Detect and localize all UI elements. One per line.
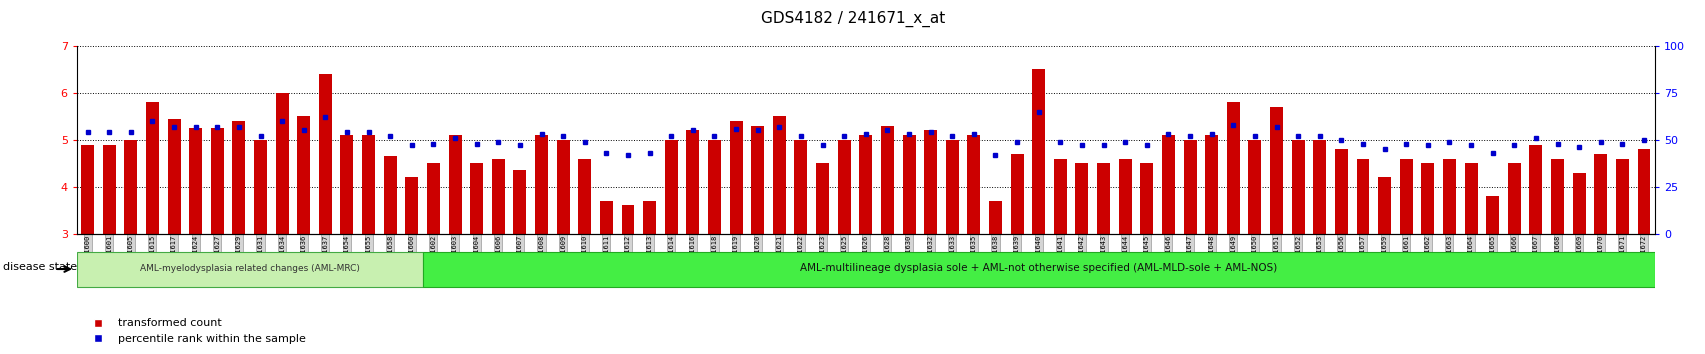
Bar: [600, 201, 612, 354]
Bar: [1054, 159, 1066, 354]
Bar: [82, 144, 94, 354]
Bar: [1615, 159, 1628, 354]
Bar: [341, 135, 353, 354]
Bar: [361, 135, 375, 354]
Bar: [1507, 163, 1519, 354]
Legend: transformed count, percentile rank within the sample: transformed count, percentile rank withi…: [82, 314, 310, 348]
Bar: [1009, 154, 1023, 354]
Bar: [1204, 135, 1217, 354]
Bar: [1139, 163, 1153, 354]
Bar: [423, 251, 1654, 287]
Bar: [556, 140, 569, 354]
Bar: [1594, 154, 1606, 354]
Bar: [1420, 163, 1434, 354]
Bar: [406, 177, 418, 354]
Text: disease state: disease state: [3, 262, 77, 272]
Bar: [578, 159, 592, 354]
Bar: [708, 140, 721, 354]
Bar: [297, 116, 310, 354]
Bar: [1096, 163, 1110, 354]
Bar: [730, 121, 742, 354]
Bar: [1398, 159, 1412, 354]
Bar: [837, 140, 851, 354]
Text: AML-multilineage dysplasia sole + AML-not otherwise specified (AML-MLD-sole + AM: AML-multilineage dysplasia sole + AML-no…: [800, 263, 1277, 273]
Bar: [1291, 140, 1304, 354]
Bar: [989, 201, 1001, 354]
Bar: [1183, 140, 1195, 354]
Bar: [211, 128, 223, 354]
Bar: [513, 170, 527, 354]
Bar: [1572, 173, 1584, 354]
Bar: [232, 121, 246, 354]
Text: AML-myelodysplasia related changes (AML-MRC): AML-myelodysplasia related changes (AML-…: [140, 264, 360, 273]
Bar: [1248, 140, 1260, 354]
Bar: [535, 135, 547, 354]
Bar: [924, 130, 936, 354]
Bar: [1378, 177, 1390, 354]
Bar: [1550, 159, 1563, 354]
Bar: [945, 140, 958, 354]
Bar: [1032, 69, 1045, 354]
Bar: [1355, 159, 1369, 354]
Bar: [254, 140, 268, 354]
Bar: [1313, 140, 1325, 354]
Bar: [621, 205, 634, 354]
Bar: [384, 156, 397, 354]
Bar: [1118, 159, 1130, 354]
Bar: [1463, 163, 1477, 354]
Bar: [967, 135, 980, 354]
Bar: [685, 130, 699, 354]
Bar: [815, 163, 829, 354]
Bar: [795, 140, 806, 354]
Bar: [1333, 149, 1347, 354]
Bar: [665, 140, 677, 354]
Bar: [859, 135, 871, 354]
Bar: [1161, 135, 1175, 354]
Bar: [124, 140, 136, 354]
Bar: [772, 116, 786, 354]
Bar: [880, 126, 893, 354]
Bar: [448, 135, 462, 354]
Bar: [167, 119, 181, 354]
Bar: [102, 144, 116, 354]
Bar: [77, 251, 423, 287]
Bar: [426, 163, 440, 354]
Bar: [1485, 196, 1499, 354]
Bar: [1269, 107, 1282, 354]
Bar: [471, 163, 483, 354]
Bar: [750, 126, 764, 354]
Bar: [1637, 149, 1649, 354]
Bar: [902, 135, 916, 354]
Bar: [1074, 163, 1088, 354]
Bar: [491, 159, 505, 354]
Bar: [1226, 102, 1240, 354]
Text: GDS4182 / 241671_x_at: GDS4182 / 241671_x_at: [760, 11, 945, 27]
Bar: [1442, 159, 1454, 354]
Bar: [643, 201, 656, 354]
Bar: [319, 74, 332, 354]
Bar: [1529, 144, 1541, 354]
Bar: [276, 93, 288, 354]
Bar: [189, 128, 201, 354]
Bar: [147, 102, 159, 354]
